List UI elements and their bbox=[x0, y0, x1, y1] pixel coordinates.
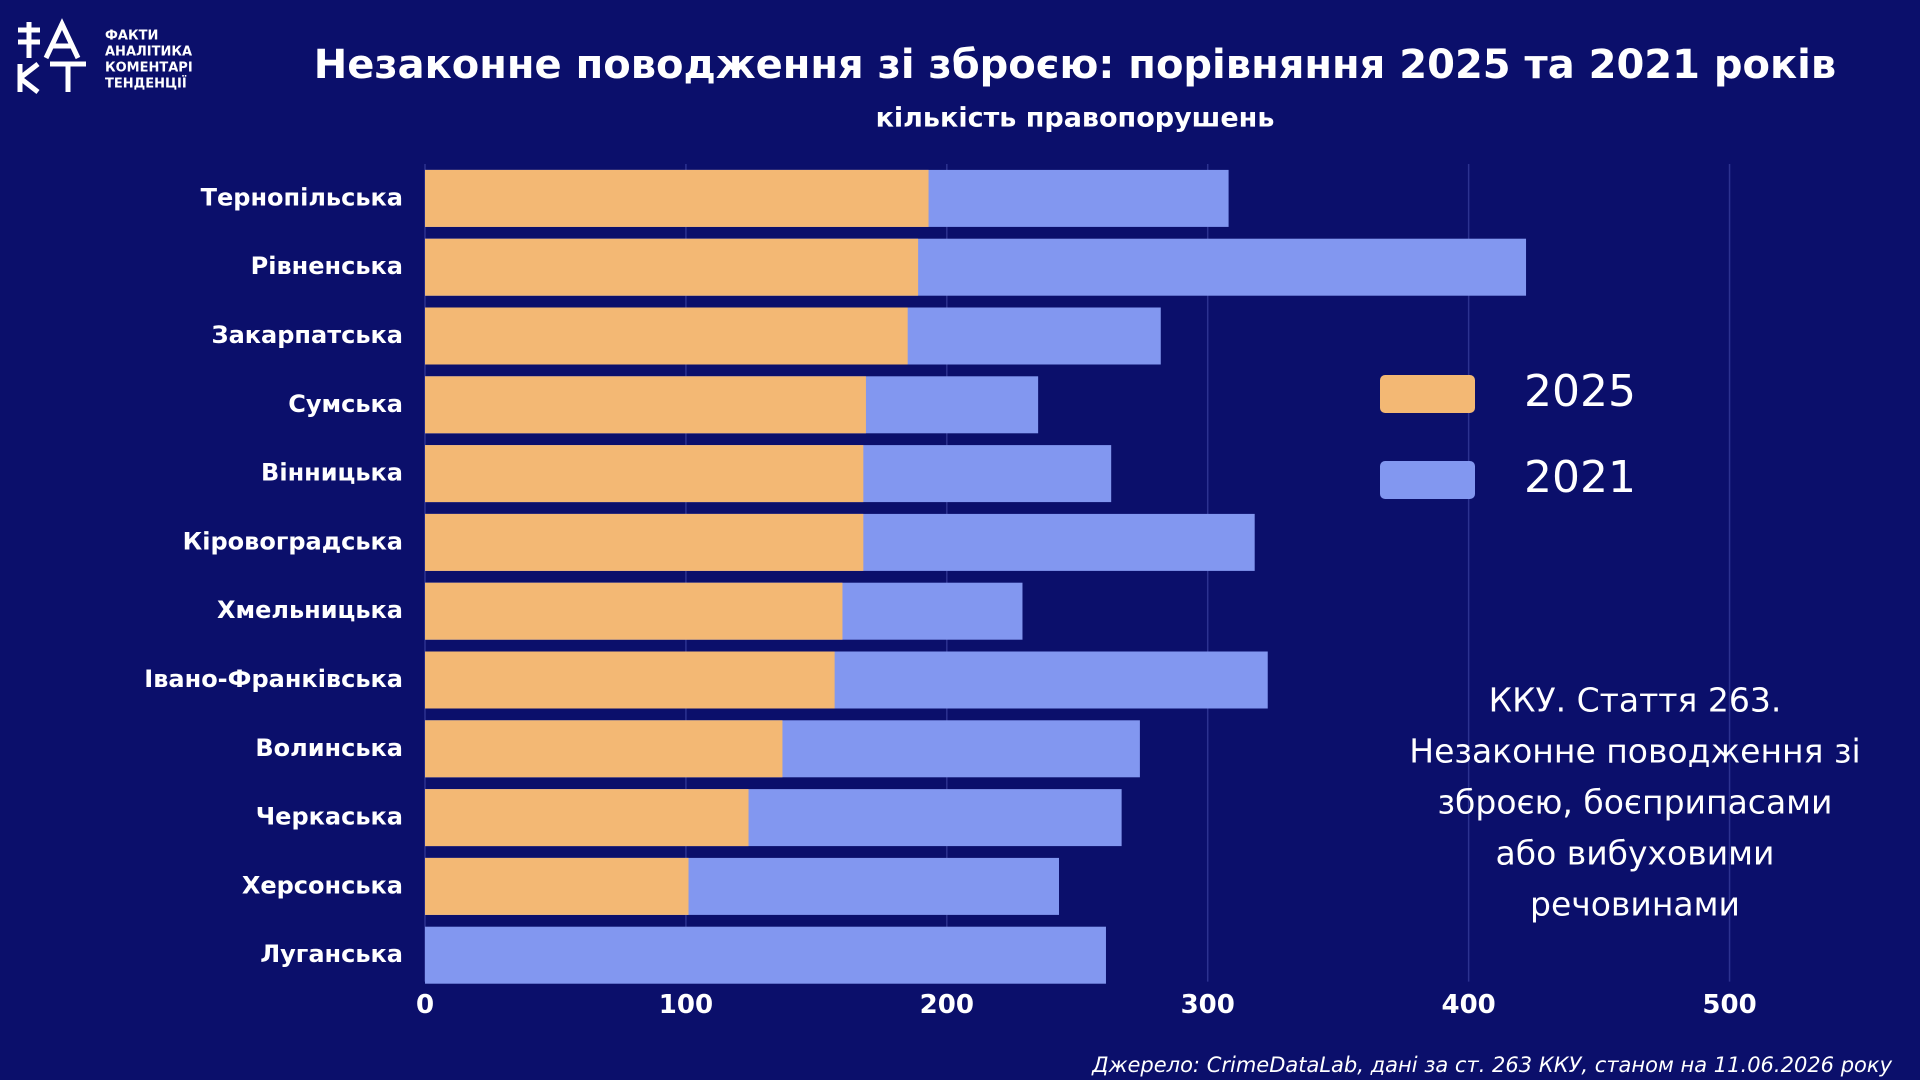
bar bbox=[425, 857, 689, 915]
logo-text: ФАКТИ bbox=[105, 29, 158, 44]
bar bbox=[425, 376, 866, 434]
bar bbox=[425, 720, 783, 778]
annotation: Незаконне поводження зі bbox=[1409, 732, 1860, 771]
y-tick-label: Волинська bbox=[255, 734, 403, 762]
y-tick-label: Тернопільська bbox=[201, 183, 403, 211]
legend-label: 2025 bbox=[1524, 366, 1636, 417]
annotation: або вибуховими bbox=[1496, 834, 1775, 873]
x-tick-label: 200 bbox=[920, 990, 974, 1020]
annotation: ККУ. Стаття 263. bbox=[1489, 681, 1782, 720]
annotation: речовинами bbox=[1530, 885, 1740, 924]
bar bbox=[425, 445, 864, 503]
y-tick-label: Івано-Франківська bbox=[144, 665, 403, 693]
bar bbox=[425, 926, 1106, 984]
logo-glyph-bottom bbox=[17, 61, 86, 94]
logo-text: ТЕНДЕНЦІЇ bbox=[105, 76, 187, 92]
x-tick-label: 300 bbox=[1181, 990, 1235, 1020]
chart-title: Незаконне поводження зі зброєю: порівнян… bbox=[314, 42, 1836, 88]
x-tick-label: 100 bbox=[659, 990, 713, 1020]
bar bbox=[425, 582, 843, 640]
legend-swatch bbox=[1380, 461, 1475, 499]
logo-text: АНАЛІТИКА bbox=[105, 45, 192, 60]
source: Джерело: CrimeDataLab, дані за ст. 263 К… bbox=[1091, 1053, 1892, 1077]
legend-label: 2021 bbox=[1524, 452, 1636, 503]
bar bbox=[425, 789, 749, 847]
y-tick-label: Луганська bbox=[260, 940, 403, 968]
logo-mark bbox=[17, 18, 86, 94]
annotation: зброєю, боєприпасами bbox=[1437, 783, 1832, 822]
y-tick-label: Рівненська bbox=[251, 252, 403, 280]
logo-text: КОМЕНТАРІ bbox=[105, 61, 193, 76]
y-tick-label: Черкаська bbox=[256, 803, 403, 831]
legend-swatch bbox=[1380, 375, 1475, 413]
bar bbox=[425, 238, 919, 296]
bar bbox=[425, 651, 835, 709]
x-tick-label: 0 bbox=[416, 990, 434, 1020]
chart-subtitle: кількість правопорушень bbox=[876, 103, 1275, 134]
y-tick-label: Вінницька bbox=[261, 459, 403, 487]
y-tick-label: Сумська bbox=[288, 390, 403, 418]
x-tick-label: 500 bbox=[1702, 990, 1756, 1020]
y-tick-label: Кіровоградська bbox=[183, 527, 403, 555]
logo-glyph-top bbox=[18, 18, 81, 60]
bar bbox=[425, 169, 929, 227]
y-tick-label: Херсонська bbox=[242, 871, 403, 899]
bar bbox=[425, 513, 864, 571]
y-tick-label: Хмельницька bbox=[217, 596, 403, 624]
y-tick-label: Закарпатська bbox=[212, 321, 403, 349]
bar bbox=[425, 307, 908, 365]
x-tick-label: 400 bbox=[1441, 990, 1495, 1020]
